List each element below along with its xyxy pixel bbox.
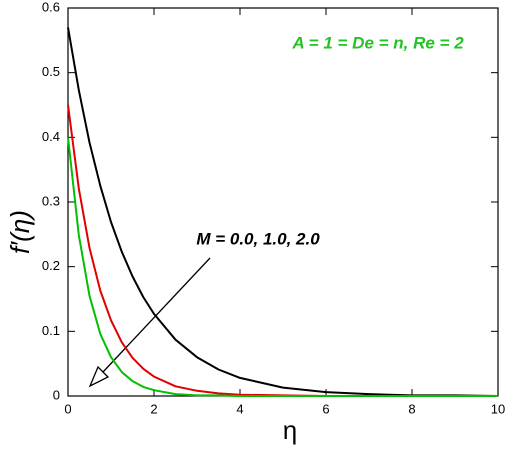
x-tick-label: 8 [408, 401, 415, 416]
x-tick-label: 4 [236, 401, 243, 416]
y-tick-label: 0.3 [42, 193, 60, 208]
x-tick-label: 0 [64, 401, 71, 416]
y-axis-label: f′(η) [5, 210, 35, 254]
y-tick-label: 0.2 [42, 258, 60, 273]
x-axis-label: η [283, 415, 297, 445]
arrow-head [88, 365, 110, 388]
y-tick-label: 0.4 [42, 129, 60, 144]
x-tick-label: 6 [322, 401, 329, 416]
x-tick-label: 10 [491, 401, 505, 416]
line-series [67, 27, 499, 397]
y-tick-label: 0.5 [42, 64, 60, 79]
arrow [102, 257, 211, 373]
annotation: M = 0.0, 1.0, 2.0 [196, 229, 320, 248]
line-series [67, 104, 498, 397]
y-tick-label: 0.1 [42, 323, 60, 338]
plot-frame [67, 7, 499, 397]
line-series [67, 137, 498, 397]
x-tick-label: 2 [150, 401, 157, 416]
y-tick-label: 0 [53, 387, 60, 402]
y-tick-label: 0.6 [42, 0, 60, 14]
annotation: A = 1 = De = n, Re = 2 [291, 33, 464, 52]
